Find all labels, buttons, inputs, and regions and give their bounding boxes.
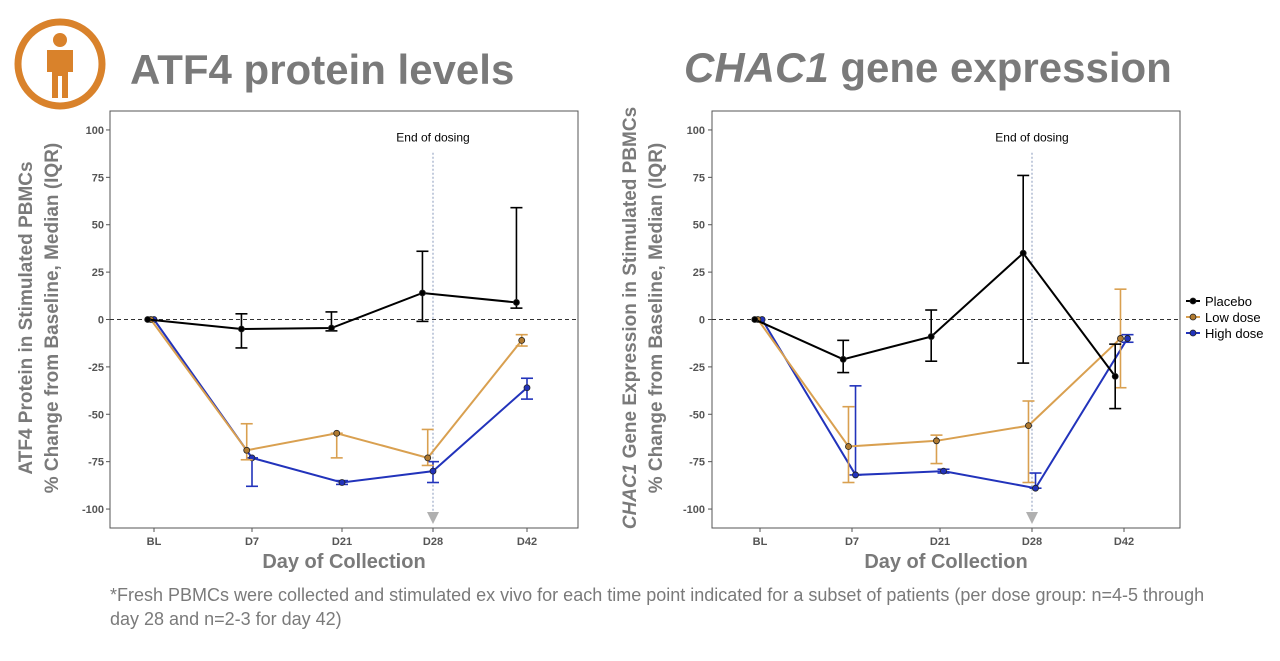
chart1-point-placebo [238, 325, 245, 333]
chart1-point-low-dose [333, 429, 341, 437]
chart2-point-placebo [1019, 249, 1027, 257]
chart1-plot: 100 75 50 25 0 -25 -50 -75 -100 BL D7 D21 D28 D42 End … [82, 110, 579, 548]
chart1-ytick-label: -75 [88, 457, 104, 469]
chart2-xlabel: Day of Collection [864, 551, 1027, 573]
chart2-dosing-arrow [1026, 512, 1038, 524]
chart2-point-high-dose [940, 467, 947, 475]
chart2-xtick-label: D7 [845, 536, 859, 548]
chart2-ylabel-line1: CHAC1 Gene Expression in Stimulated PBMC… [620, 107, 641, 529]
chart1-xtick-label: D28 [423, 536, 443, 548]
legend-label-placebo: Placebo [1205, 294, 1252, 309]
chart2-ytick-label: -25 [689, 362, 705, 374]
chart2-xtick-label: D42 [1114, 536, 1134, 548]
chart1-dosing-label: End of dosing [396, 130, 469, 144]
chart1-point-high-dose [338, 479, 346, 486]
chart2-point-placebo [1111, 372, 1119, 380]
person-icon-body [47, 50, 73, 98]
chart1-point-placebo [513, 299, 520, 306]
chart2-point-placebo [839, 355, 847, 363]
chart1-xtick-label: D7 [245, 536, 259, 548]
chart1-ylabel: ATF4 Protein in Stimulated PBMCs % Chang… [16, 143, 63, 494]
chart1-ylabel-line1: ATF4 Protein in Stimulated PBMCs [16, 161, 37, 474]
chart1-point-low-dose [424, 454, 432, 462]
chart2-ytick-label: -100 [683, 504, 705, 516]
chart2-ylabel-italic: CHAC1 [620, 464, 641, 529]
chart1-point-placebo [144, 316, 152, 323]
chart2-ylabel-line2: % Change from Baseline, Median (IQR) [646, 143, 667, 494]
legend-marker [1189, 313, 1197, 321]
chart1-ytick-label: 50 [92, 220, 104, 232]
chart2-line-placebo [754, 251, 1117, 377]
legend-marker [1189, 297, 1197, 305]
chart2-ytick-label: 75 [693, 172, 705, 184]
chart1-point-placebo [328, 324, 335, 332]
chart1-ytick-label: -100 [82, 504, 104, 516]
chart1-ytick-label: 100 [86, 125, 104, 137]
chart2-point-placebo [927, 333, 935, 340]
legend-label-low-dose: Low dose [1205, 310, 1261, 325]
chart2-ytick-label: 25 [693, 267, 705, 279]
chart2-plot: 100 75 50 25 0 -25 -50 -75 -100 BL D7 D21 D28 D42 End … [683, 110, 1181, 548]
chart2-point-low-dose [845, 443, 852, 450]
chart2-point-placebo [751, 316, 759, 323]
chart2-ylabel: CHAC1 Gene Expression in Stimulated PBMC… [620, 107, 667, 529]
chart1-xlabel: Day of Collection [262, 551, 425, 573]
chart1-ytick-label: -25 [88, 362, 104, 374]
chart1-xtick-label: BL [147, 536, 162, 548]
footnote: *Fresh PBMCs were collected and stimulat… [110, 585, 1205, 629]
person-icon [14, 18, 106, 110]
chart1-ytick-label: 25 [92, 267, 104, 279]
chart1-xtick-label: D42 [517, 536, 537, 548]
chart2-ytick-label: 100 [687, 125, 705, 137]
chart1-point-low-dose [243, 446, 251, 454]
chart2-title-italic: CHAC1 [684, 44, 829, 91]
chart2-point-low-dose [933, 437, 940, 445]
chart2-point-low-dose [1117, 335, 1124, 342]
person-icon-ring [14, 18, 106, 110]
legend-marker [1189, 329, 1197, 337]
chart2-point-high-dose [1032, 484, 1039, 492]
chart1-point-high-dose [429, 467, 437, 475]
chart1-title: ATF4 protein levels [130, 46, 514, 93]
person-icon-head [53, 33, 67, 47]
chart2-dosing-label: End of dosing [995, 130, 1068, 144]
chart1-dosing-arrow [427, 512, 439, 524]
chart2-ytick-label: 50 [693, 220, 705, 232]
chart1-ytick-label: 0 [98, 315, 104, 327]
chart1-ytick-label: 75 [92, 172, 104, 184]
chart2-xtick-label: BL [753, 536, 768, 548]
chart1-ytick-label: -50 [88, 409, 104, 421]
chart1-point-low-dose [518, 336, 526, 344]
chart2-ytick-label: -50 [689, 409, 705, 421]
chart2-title-rest: gene expression [829, 44, 1172, 91]
chart2-point-high-dose [852, 471, 859, 479]
chart2-title: CHAC1 gene expression [684, 44, 1172, 91]
chart1-point-high-dose [523, 384, 531, 392]
chart2-line-low-dose [757, 318, 1122, 448]
chart2-xtick-label: D28 [1022, 536, 1042, 548]
chart2-xtick-label: D21 [930, 536, 950, 548]
chart1-ylabel-line2: % Change from Baseline, Median (IQR) [42, 143, 63, 494]
chart2-point-high-dose [1124, 335, 1131, 342]
chart2-point-low-dose [1025, 422, 1032, 430]
chart2-ytick-label: -75 [689, 457, 705, 469]
chart1-xtick-label: D21 [332, 536, 352, 548]
chart2-ylabel-rest: Gene Expression in Stimulated PBMCs [620, 107, 641, 464]
chart2-ytick-label: 0 [699, 315, 705, 327]
legend-label-high-dose: High dose [1205, 326, 1264, 341]
chart1-point-placebo [419, 289, 426, 297]
